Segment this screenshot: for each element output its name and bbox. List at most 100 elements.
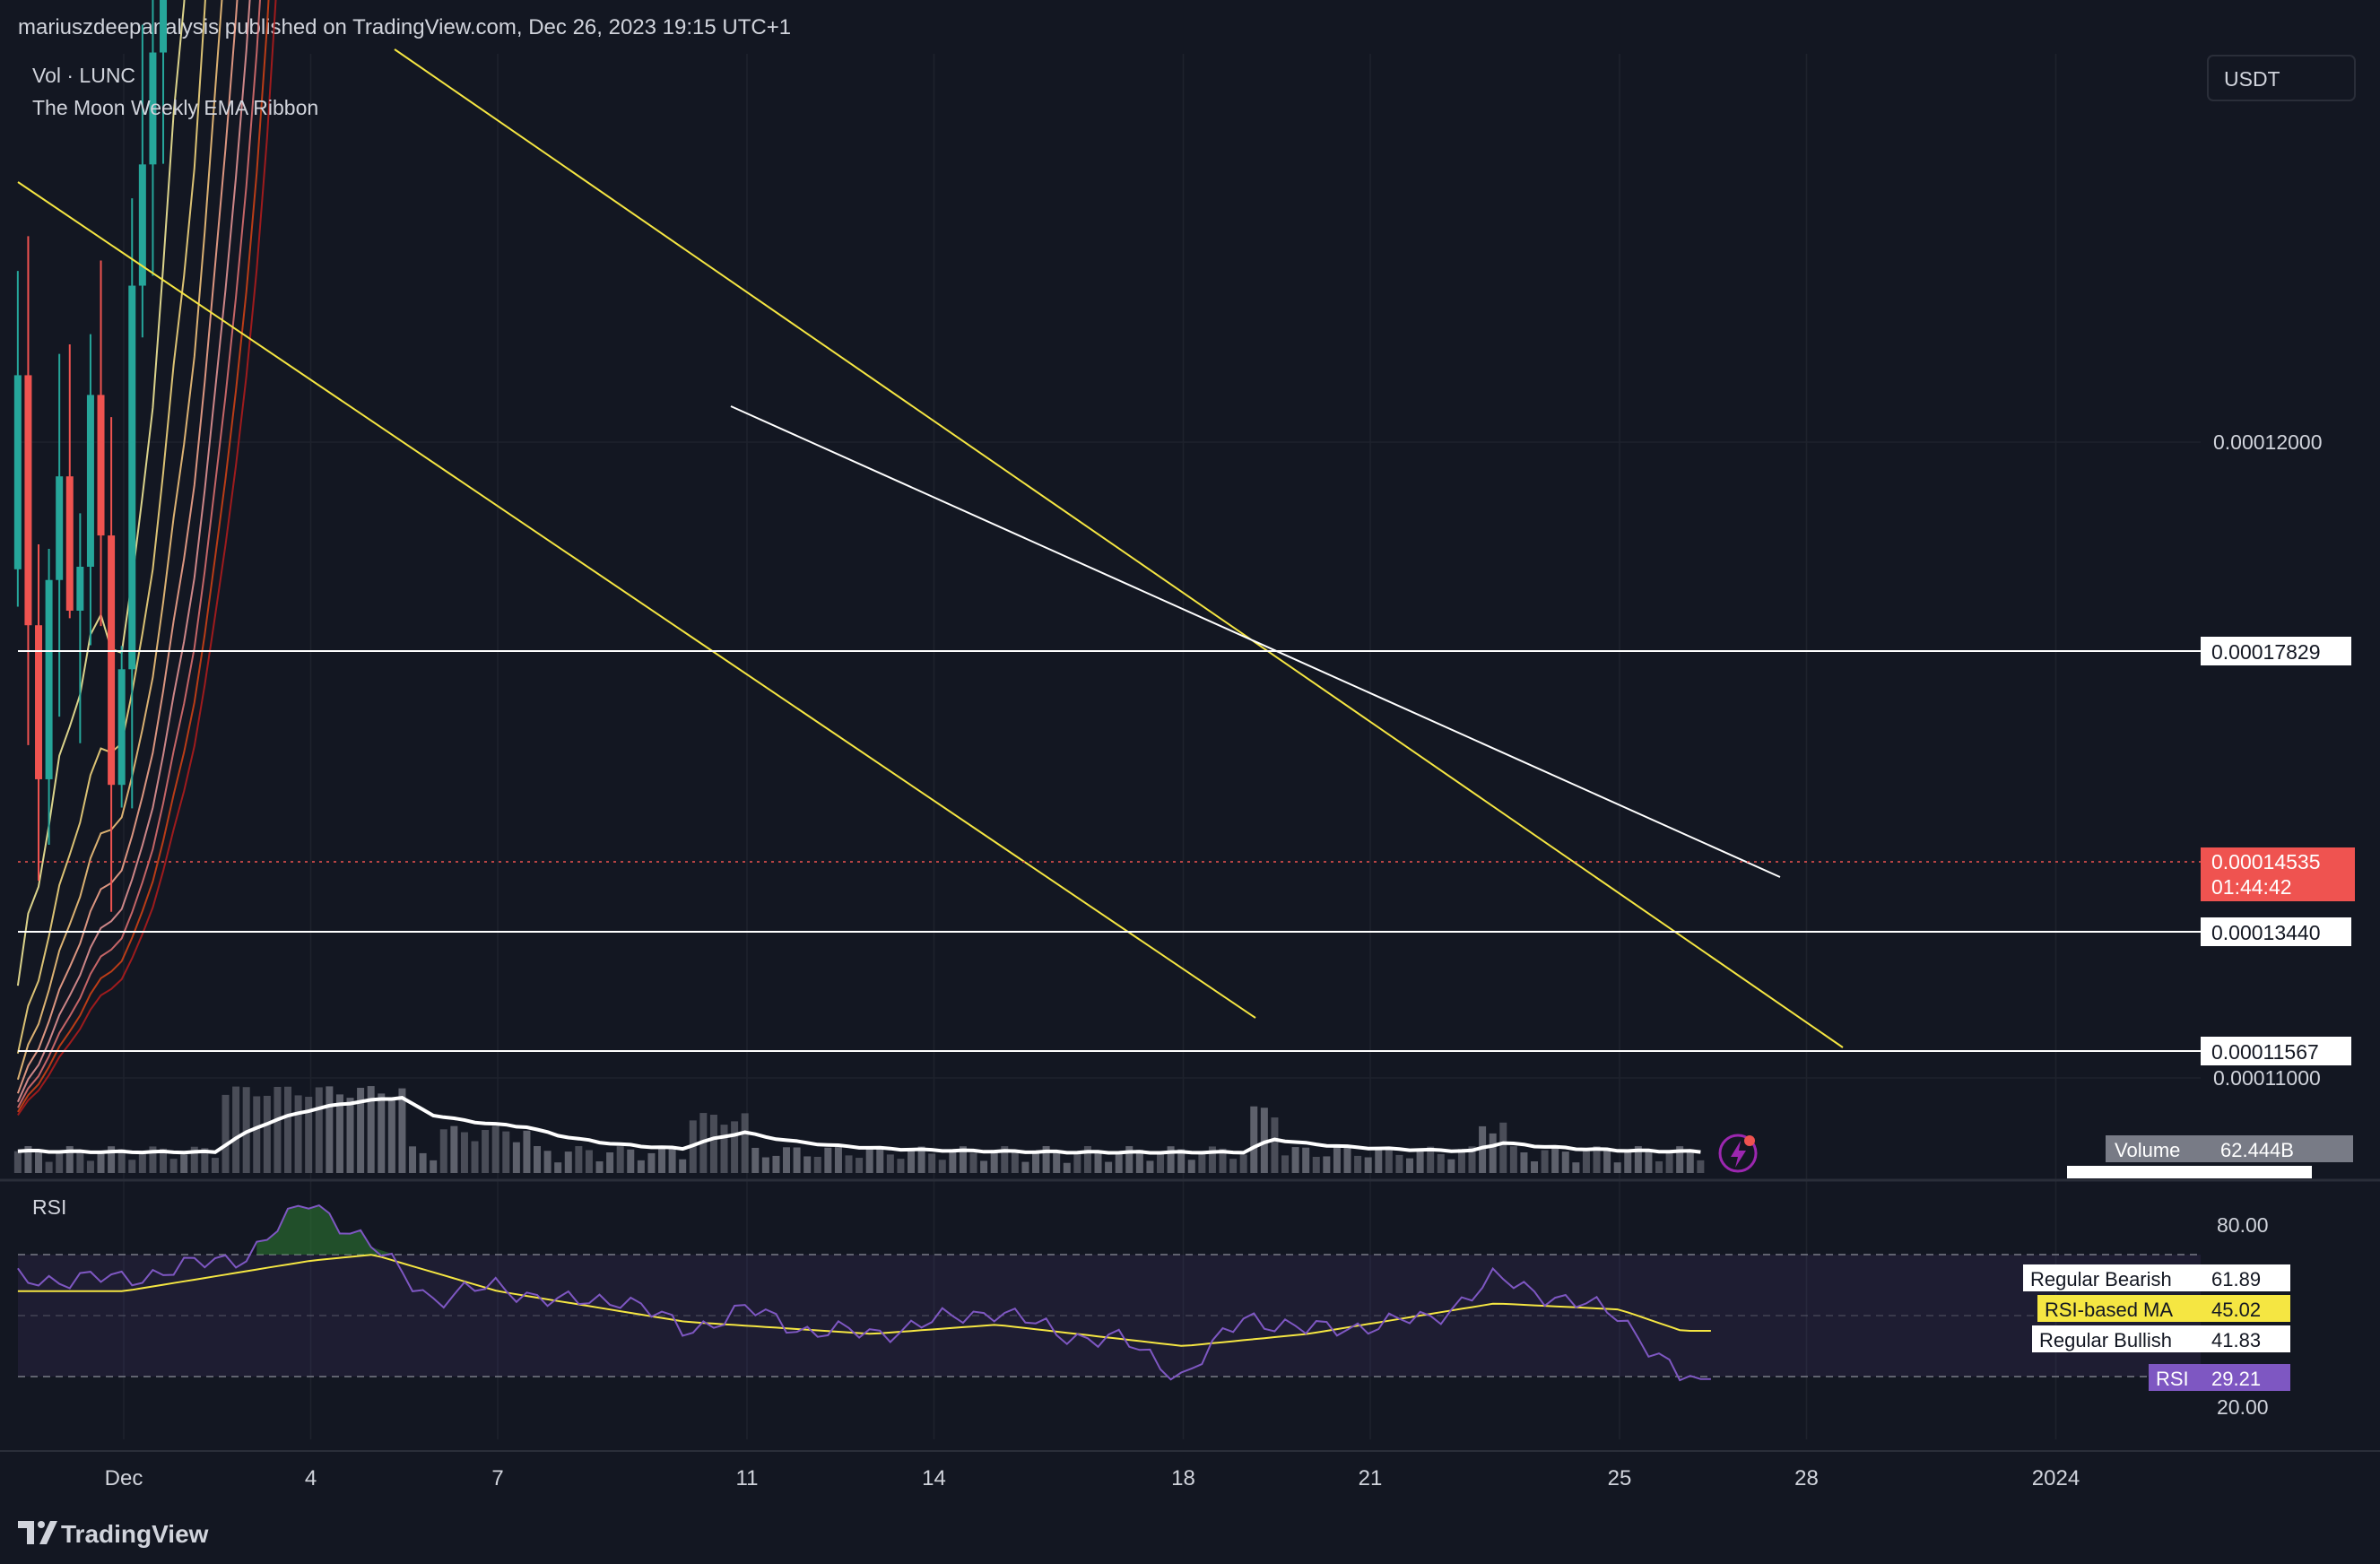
volume-bar	[1468, 1146, 1476, 1173]
publisher-text: mariuszdeepanalysis published on Trading…	[18, 15, 791, 39]
volume-bar	[430, 1160, 438, 1173]
volume-bar	[1146, 1160, 1154, 1173]
volume-bar	[1343, 1147, 1351, 1173]
volume-bar	[534, 1146, 542, 1173]
rsi-tag-rsi: RSI 29.21	[2149, 1364, 2290, 1391]
volume-bar	[1219, 1148, 1227, 1173]
volume-bar	[1541, 1150, 1549, 1173]
candle-body	[117, 669, 126, 786]
candle-body	[97, 395, 105, 536]
volume-bar	[1323, 1156, 1331, 1173]
volume-bar	[1499, 1122, 1507, 1173]
volume-bar	[1416, 1148, 1424, 1173]
volume-bar	[834, 1147, 842, 1173]
price-tag-text: 0.00017829	[2211, 640, 2321, 664]
volume-bar	[1021, 1161, 1029, 1173]
price-axis-label: 0.00011000	[2213, 1066, 2321, 1090]
candle-body	[138, 164, 146, 286]
volume-bar	[980, 1160, 988, 1173]
time-axis-label: Dec	[105, 1466, 143, 1490]
volume-bar	[419, 1152, 427, 1173]
legend-volume[interactable]: Vol · LUNC	[32, 64, 135, 87]
volume-bar	[824, 1147, 832, 1173]
yellow-trendline-upper[interactable]	[394, 48, 1844, 1048]
volume-bar	[793, 1147, 801, 1173]
volume-bar	[138, 1153, 146, 1173]
volume-bar	[647, 1152, 656, 1173]
volume-bar	[108, 1146, 116, 1173]
candle-body	[24, 375, 32, 626]
volume-bar	[554, 1162, 562, 1173]
white-trendline[interactable]	[730, 405, 1781, 878]
volume-bar	[1582, 1151, 1590, 1173]
volume-bar	[86, 1160, 94, 1173]
volume-bar	[97, 1152, 105, 1173]
volume-bar	[471, 1141, 479, 1173]
volume-bar	[1291, 1147, 1299, 1173]
volume-bar	[1531, 1161, 1539, 1173]
volume-bar	[1011, 1151, 1019, 1173]
volume-bar	[1457, 1149, 1465, 1173]
volume-bar	[1427, 1146, 1435, 1173]
volume-bar	[242, 1087, 250, 1173]
price-axis[interactable]: 0.000260000.000250000.000240000.00023000…	[2213, 0, 2323, 1090]
candle-body	[45, 579, 53, 779]
volume-bar	[1135, 1150, 1143, 1173]
volume-bar	[886, 1154, 894, 1173]
legend-ema-ribbon[interactable]: The Moon Weekly EMA Ribbon	[32, 96, 318, 119]
volume-bar	[1208, 1146, 1216, 1173]
volume-bar	[1520, 1151, 1528, 1173]
volume-bar	[76, 1150, 84, 1173]
tag-value: 61.89	[2211, 1268, 2261, 1290]
volume-bar	[117, 1149, 126, 1173]
volume-bar	[1665, 1151, 1673, 1173]
volume-bar	[575, 1146, 583, 1173]
rsi-tag-regular-bullish: Regular Bullish 41.83	[2032, 1325, 2290, 1352]
lightning-bolt-icon[interactable]	[1718, 1134, 1758, 1173]
volume-bar	[1551, 1146, 1559, 1173]
volume-bar	[1083, 1146, 1091, 1173]
drawing-lines[interactable]	[17, 48, 2201, 1052]
volume-bar	[1125, 1146, 1134, 1173]
rsi-title[interactable]: RSI	[32, 1195, 66, 1219]
volume-bar	[1312, 1156, 1320, 1173]
volume-bar	[201, 1148, 209, 1173]
volume-bar	[969, 1152, 977, 1173]
last-price-text: 0.00014535	[2211, 850, 2321, 873]
price-tag-11567: 0.00011567	[2201, 1037, 2351, 1065]
volume-bar	[1686, 1149, 1694, 1173]
volume-bar	[169, 1159, 178, 1173]
candle-body	[128, 285, 136, 670]
currency-button[interactable]	[2207, 55, 2356, 101]
tag-label: Regular Bullish	[2039, 1329, 2172, 1351]
volume-bar	[274, 1086, 282, 1173]
volume-bar	[731, 1121, 739, 1173]
rsi-band-fill	[18, 1255, 2201, 1377]
volume-bar	[1229, 1159, 1238, 1173]
volume-bar	[409, 1146, 417, 1173]
volume-bar	[772, 1155, 780, 1173]
volume-bar	[1593, 1146, 1601, 1173]
volume-bar	[367, 1086, 375, 1173]
candle-body	[86, 395, 94, 567]
candle-body	[149, 52, 157, 165]
volume-bar	[720, 1125, 728, 1173]
volume-bar	[160, 1148, 168, 1173]
candle-body	[76, 566, 84, 611]
volume-bar	[1655, 1161, 1663, 1173]
volume-bar	[1198, 1153, 1206, 1173]
yellow-trendline-lower[interactable]	[17, 181, 1256, 1019]
volume-bar	[1624, 1151, 1632, 1173]
volume-bar	[1032, 1150, 1040, 1173]
volume-bar	[813, 1156, 821, 1173]
volume-bar	[1697, 1160, 1705, 1173]
volume-bar	[1645, 1150, 1653, 1173]
time-axis[interactable]: Dec 4 7 11 14 18 21 25 28 2024	[105, 1466, 2080, 1490]
volume-ma-tag	[2067, 1166, 2312, 1178]
volume-bar	[1260, 1108, 1268, 1173]
volume-bar	[1271, 1117, 1279, 1173]
tradingview-logo[interactable]: TradingView	[18, 1520, 209, 1548]
time-axis-label: 14	[922, 1466, 946, 1490]
volume-bar	[1437, 1153, 1445, 1173]
